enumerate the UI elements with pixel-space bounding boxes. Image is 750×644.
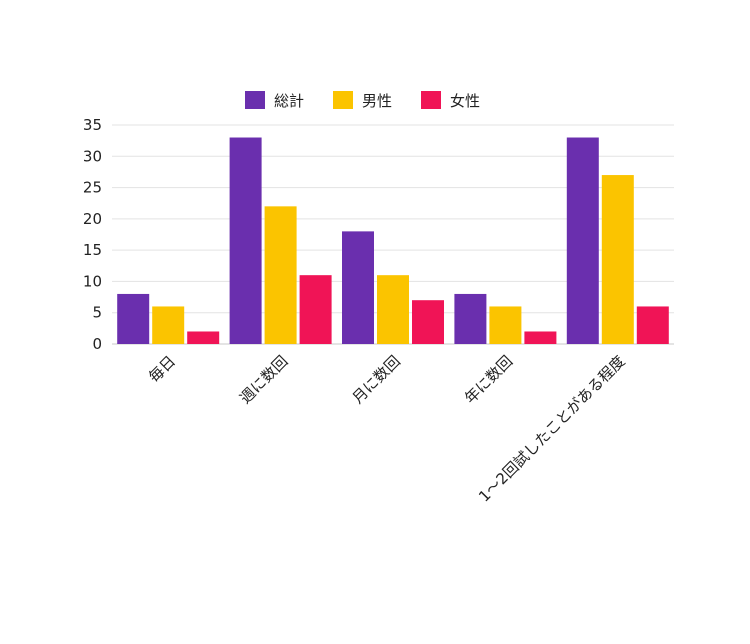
- bar-1-5: [566, 137, 599, 344]
- bars: [117, 137, 669, 344]
- bar-2-4: [489, 306, 522, 344]
- legend-swatch: [421, 91, 441, 109]
- bar-2-2: [264, 206, 297, 344]
- y-tick-label: 25: [83, 179, 102, 197]
- bar-3-2: [299, 275, 332, 344]
- y-axis: 0 5 10 15 20 25 30 35: [83, 116, 102, 353]
- bar-1-1: [117, 293, 150, 344]
- legend-label: 総計: [274, 92, 304, 110]
- x-tick-label: 月に数回: [349, 352, 404, 407]
- legend-label: 男性: [362, 92, 392, 110]
- bar-1-2: [229, 137, 262, 344]
- legend-swatch: [333, 91, 353, 109]
- bar-3-4: [524, 331, 557, 344]
- y-tick-label: 15: [83, 241, 102, 259]
- bar-2-5: [601, 175, 634, 344]
- bar-2-3: [377, 275, 409, 344]
- y-tick-label: 30: [83, 147, 102, 165]
- bar-3-5: [636, 306, 669, 344]
- bar-1-3: [342, 231, 374, 344]
- bar-3-1: [187, 331, 220, 344]
- y-tick-label: 5: [92, 304, 102, 322]
- y-tick-label: 35: [83, 116, 102, 134]
- y-tick-label: 20: [83, 210, 102, 228]
- x-tick-label: 週に数回: [236, 352, 291, 407]
- bar-2-1: [152, 306, 185, 344]
- legend-label: 女性: [450, 92, 480, 110]
- x-tick-label: 年に数回: [461, 352, 516, 407]
- legend-swatch: [245, 91, 265, 109]
- bar-1-4: [454, 293, 487, 344]
- y-tick-label: 0: [92, 335, 102, 353]
- bar-3-3: [412, 300, 444, 344]
- legend: 総計 男性 女性: [245, 91, 480, 110]
- x-tick-label: 毎日: [145, 352, 179, 386]
- y-tick-label: 10: [83, 272, 102, 290]
